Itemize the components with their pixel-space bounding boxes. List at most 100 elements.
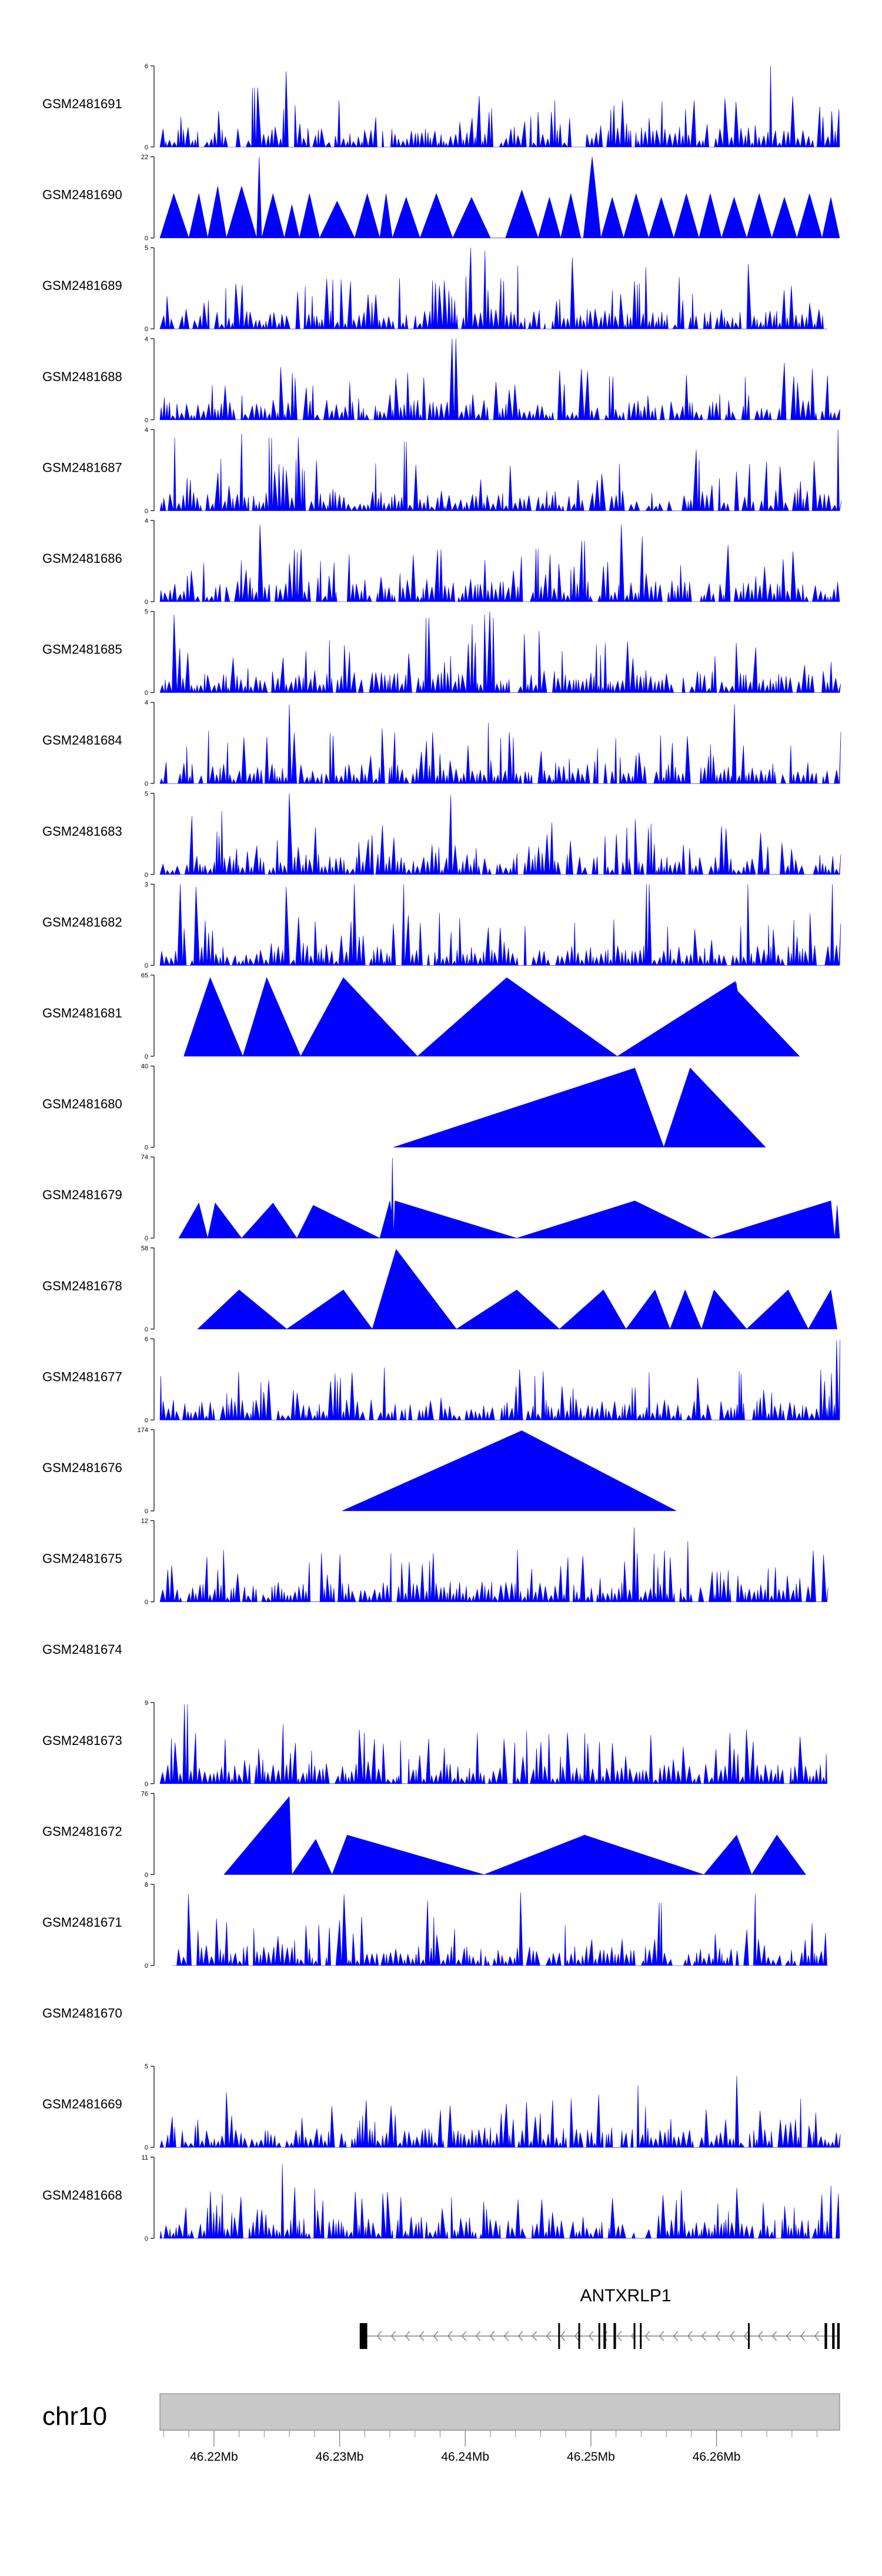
gene-exon (558, 2323, 560, 2349)
y-zero-label: 0 (145, 1871, 148, 1878)
y-zero-label: 0 (145, 235, 148, 242)
track-GSM2481685: GSM2481685 5 0 (42, 609, 841, 697)
coverage-area (183, 977, 800, 1057)
y-max-label: 58 (141, 1245, 148, 1252)
y-max-label: 9 (145, 1700, 148, 1707)
y-zero-label: 0 (145, 1599, 148, 1606)
y-max-label: 5 (145, 790, 148, 798)
strand-arrow (447, 2331, 453, 2341)
track-label: GSM2481674 (42, 1642, 122, 1657)
track-GSM2481690: GSM2481690 22 0 (42, 154, 840, 242)
track-GSM2481669: GSM2481669 5 0 (42, 2063, 841, 2151)
y-zero-label: 0 (145, 780, 148, 788)
track-label: GSM2481687 (42, 460, 122, 475)
strand-arrow (701, 2331, 707, 2341)
track-label: GSM2481669 (42, 2097, 122, 2111)
track-label: GSM2481670 (42, 2006, 122, 2021)
coverage-area (159, 1527, 828, 1603)
strand-arrow (433, 2331, 439, 2341)
y-max-label: 4 (145, 518, 148, 525)
strand-arrow (503, 2331, 509, 2341)
strand-arrow (475, 2331, 481, 2341)
genome-axis: 46.22Mb 46.23Mb 46.24Mb 46.25Mb 46.26Mb (160, 2430, 840, 2464)
track-label: GSM2481681 (42, 1006, 122, 1020)
y-zero-label: 0 (145, 1417, 148, 1424)
coverage-area (159, 2164, 840, 2239)
y-zero-label: 0 (145, 326, 148, 333)
y-max-label: 3 (145, 881, 148, 888)
x-tick-label: 46.24Mb (441, 2450, 489, 2464)
track-GSM2481691: GSM2481691 6 0 (42, 63, 840, 151)
y-zero-label: 0 (145, 508, 148, 515)
strand-arrow (673, 2331, 679, 2341)
strand-arrow (771, 2331, 777, 2341)
x-tick-label: 46.23Mb (316, 2450, 364, 2464)
coverage-area (159, 429, 842, 512)
gene-exon (359, 2323, 368, 2349)
y-max-label: 4 (145, 336, 148, 343)
track-label: GSM2481673 (42, 1733, 122, 1748)
gene-annotation-track: ANTXRLP1 (359, 2286, 840, 2349)
y-zero-label: 0 (145, 1963, 148, 1970)
coverage-area (393, 1067, 766, 1148)
track-GSM2481684: GSM2481684 4 0 (42, 699, 841, 788)
strand-arrow (376, 2331, 382, 2341)
x-tick-label: 46.26Mb (693, 2450, 741, 2464)
y-max-label: 174 (138, 1427, 148, 1434)
coverage-area (159, 65, 840, 148)
strand-arrow (405, 2331, 410, 2341)
track-GSM2481688: GSM2481688 4 0 (42, 336, 840, 424)
strand-arrow (659, 2331, 664, 2341)
track-GSM2481678: GSM2481678 58 0 (42, 1245, 838, 1333)
strand-arrow (687, 2331, 693, 2341)
gene-label: ANTXRLP1 (580, 2286, 671, 2305)
track-label: GSM2481679 (42, 1187, 122, 1202)
gene-exon (578, 2323, 580, 2349)
y-zero-label: 0 (145, 1508, 148, 1515)
coverage-area (159, 156, 840, 239)
strand-arrow (715, 2331, 721, 2341)
gene-exon (837, 2323, 840, 2349)
y-zero-label: 0 (145, 690, 148, 697)
track-GSM2481679: GSM2481679 74 0 (42, 1154, 840, 1242)
strand-arrow (729, 2331, 735, 2341)
coverage-area (223, 1796, 806, 1876)
coverage-area (159, 1704, 827, 1784)
y-zero-label: 0 (145, 962, 148, 969)
track-GSM2481689: GSM2481689 5 0 (42, 245, 827, 333)
y-max-label: 6 (145, 1336, 148, 1343)
track-label: GSM2481671 (42, 1915, 122, 1930)
track-label: GSM2481675 (42, 1551, 122, 1566)
strand-arrow (419, 2331, 425, 2341)
x-tick-label: 46.22Mb (190, 2450, 238, 2464)
y-zero-label: 0 (145, 2144, 148, 2151)
y-max-label: 6 (145, 63, 148, 70)
gene-exon (824, 2323, 827, 2349)
track-label: GSM2481689 (42, 278, 122, 293)
gene-exon (633, 2323, 636, 2349)
ideogram-band (159, 2393, 840, 2431)
strand-arrow (757, 2331, 763, 2341)
strand-arrow (532, 2331, 537, 2341)
y-max-label: 4 (145, 426, 148, 433)
coverage-area (159, 704, 841, 785)
track-GSM2481671: GSM2481671 8 0 (42, 1881, 827, 1970)
track-GSM2481670: GSM2481670 (42, 2006, 122, 2021)
coverage-area (159, 884, 841, 966)
gene-exon (640, 2323, 642, 2349)
strand-arrow (786, 2331, 791, 2341)
track-label: GSM2481668 (42, 2188, 122, 2203)
y-max-label: 74 (141, 1154, 148, 1161)
y-zero-label: 0 (145, 1144, 148, 1152)
strand-arrow (743, 2331, 749, 2341)
track-GSM2481674: GSM2481674 (42, 1642, 122, 1657)
track-GSM2481668: GSM2481668 11 0 (42, 2154, 840, 2243)
track-label: GSM2481690 (42, 188, 122, 202)
y-max-label: 76 (141, 1790, 148, 1797)
gene-exon (748, 2323, 750, 2349)
track-GSM2481677: GSM2481677 6 0 (42, 1336, 840, 1424)
coverage-area (159, 793, 841, 875)
strand-arrow (517, 2331, 523, 2341)
coverage-area (197, 1249, 838, 1330)
